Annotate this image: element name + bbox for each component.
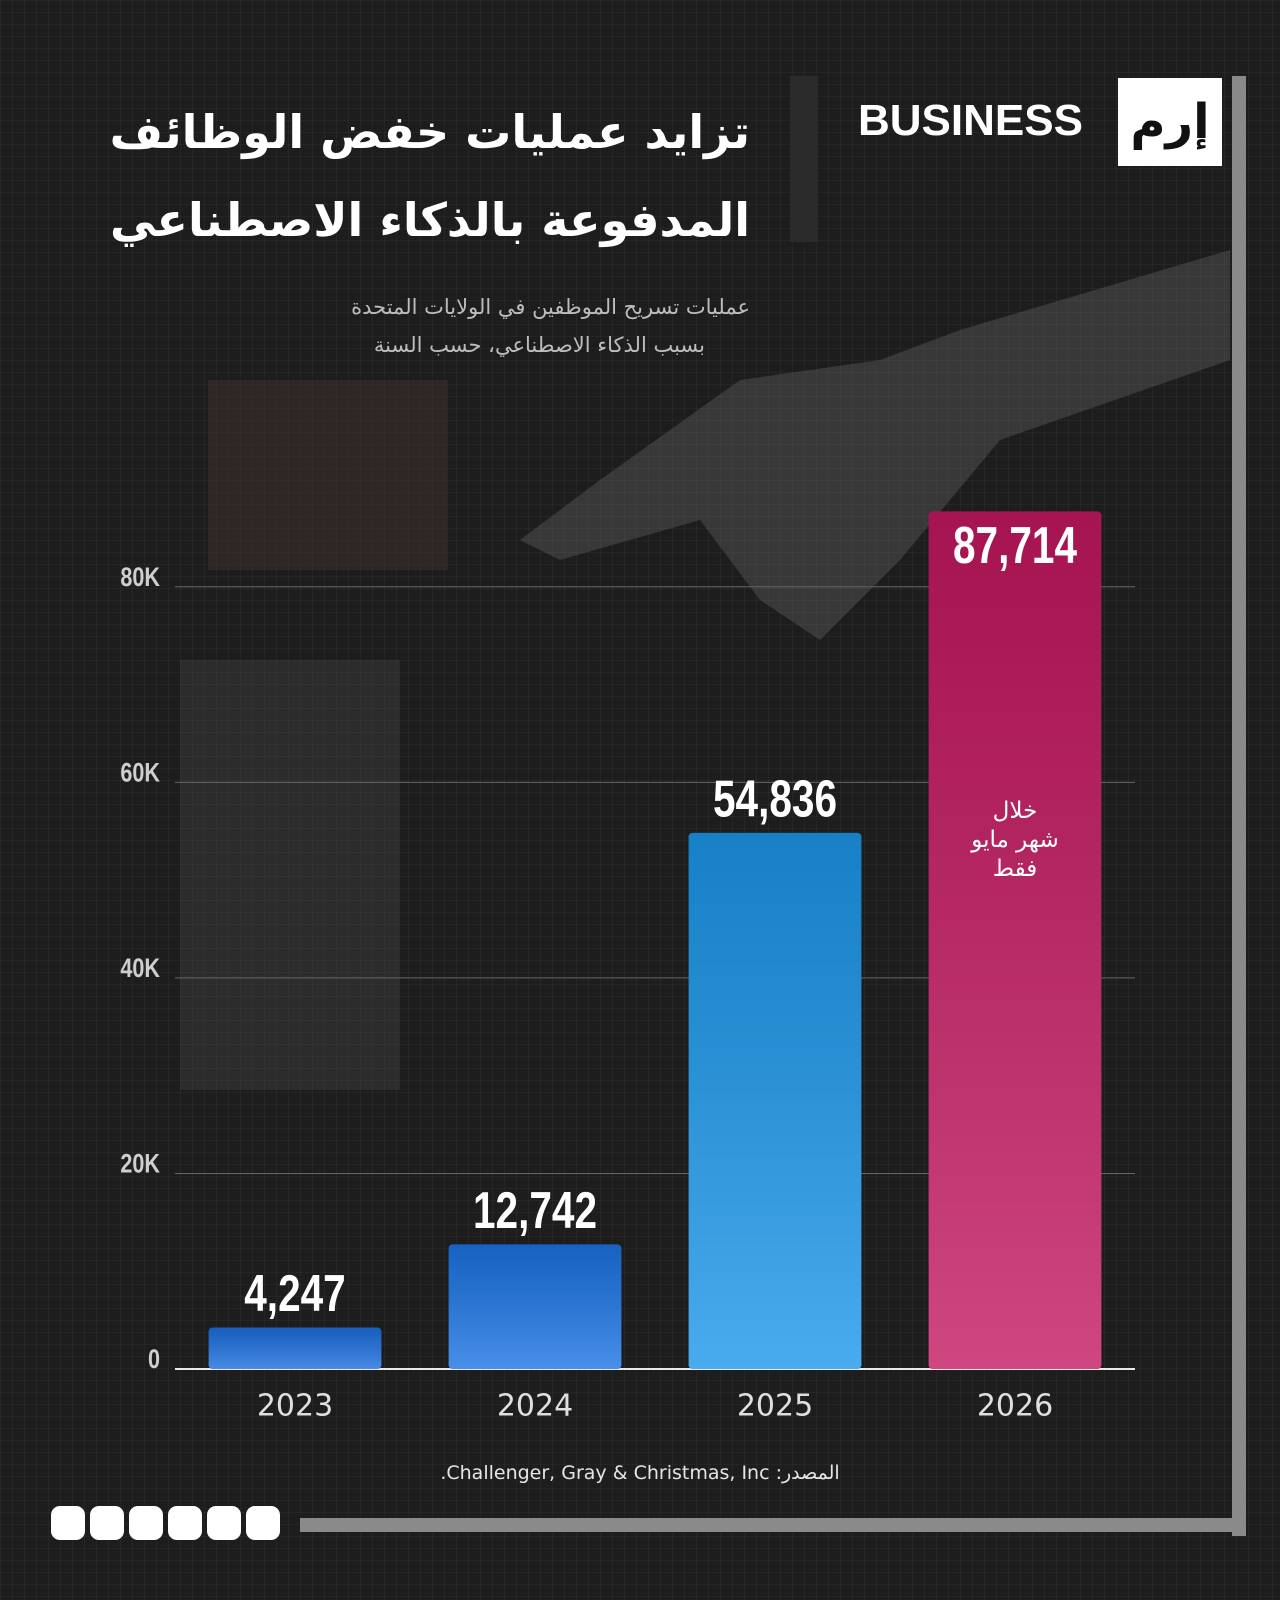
chart-subtitle: عمليات تسريح الموظفين في الولايات المتحد…	[351, 288, 750, 364]
annotation: شهر مايو	[970, 827, 1059, 853]
value-label: 4,247	[244, 1264, 345, 1322]
frame-bar	[300, 1518, 1246, 1532]
bar-shade	[448, 1244, 622, 1369]
robot-hand-illustration	[520, 250, 1230, 640]
subtitle-line: عمليات تسريح الموظفين في الولايات المتحد…	[351, 295, 750, 319]
bar-shade	[688, 832, 862, 1369]
social-icons	[51, 1506, 280, 1540]
y-tick-label: 40K	[120, 954, 160, 984]
value-label: 12,742	[473, 1181, 597, 1239]
bar-shade	[208, 1327, 382, 1369]
x-tick-label: 2025	[737, 1389, 813, 1424]
x-icon[interactable]	[129, 1506, 163, 1540]
youtube-icon[interactable]	[246, 1506, 280, 1540]
subtitle-line: بسبب الذكاء الاصطناعي، حسب السنة	[373, 333, 705, 357]
annotation: فقط	[993, 856, 1037, 882]
y-tick-label: 0	[148, 1345, 160, 1375]
value-label: 87,714	[953, 516, 1077, 574]
value-label: 54,836	[713, 770, 837, 828]
snapchat-icon[interactable]	[207, 1506, 241, 1540]
annotation: خلال	[993, 798, 1038, 824]
chart-title: تزايد عمليات خفض الوظائف المدفوعة بالذكا…	[110, 88, 750, 264]
brand-logo: إرم	[1118, 78, 1222, 166]
x-tick-label: 2024	[497, 1389, 573, 1424]
flag-illustration	[208, 380, 448, 570]
title-line: تزايد عمليات خفض الوظائف	[109, 105, 750, 159]
facebook-icon[interactable]	[51, 1506, 85, 1540]
title-line: المدفوعة بالذكاء الاصطناعي	[110, 193, 750, 247]
x-tick-label: 2023	[257, 1389, 333, 1424]
bar-shade	[928, 511, 1102, 1369]
y-tick-label: 80K	[120, 563, 160, 593]
instagram-icon[interactable]	[90, 1506, 124, 1540]
frame-bar	[1232, 76, 1246, 1536]
separator	[790, 76, 818, 242]
brand-name: BUSINESS	[858, 96, 1083, 145]
x-tick-label: 2026	[977, 1389, 1053, 1424]
source: المصدر: Challenger, Gray & Christmas, In…	[440, 1462, 840, 1484]
tiktok-icon[interactable]	[168, 1506, 202, 1540]
y-tick-label: 60K	[120, 758, 160, 788]
y-tick-label: 20K	[120, 1149, 160, 1179]
layoff-illustration	[180, 660, 400, 1090]
